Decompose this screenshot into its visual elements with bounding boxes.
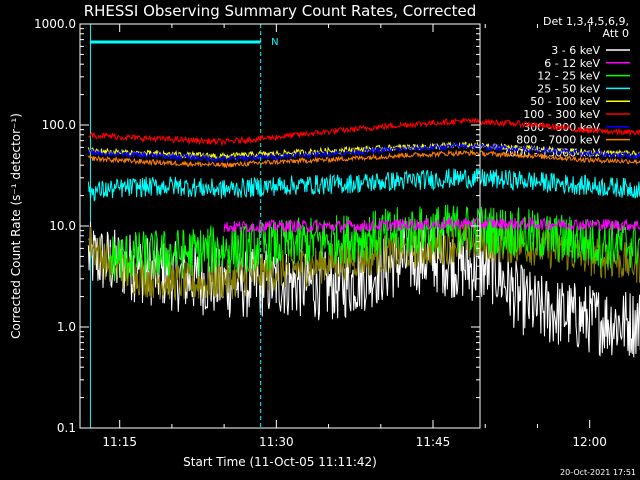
legend-label: 800 - 7000 keV (516, 134, 600, 147)
series-line-6to12keV (223, 216, 640, 234)
series-line-7000to15000keV (87, 222, 640, 301)
x-tick-label: 12:00 (572, 435, 607, 449)
legend-label: 12 - 25 keV (537, 70, 600, 83)
y-tick-label: 100.0 (42, 118, 76, 132)
legend-header-attenuator: Att 0 (603, 27, 629, 40)
x-tick-label: 11:45 (416, 435, 451, 449)
legend-label: 3 - 6 keV (551, 44, 600, 57)
legend-label: 50 - 100 keV (530, 95, 600, 108)
legend-label: 6 - 12 keV (544, 57, 600, 70)
series-line-800to7000keV (87, 149, 640, 169)
chart-title: RHESSI Observing Summary Count Rates, Co… (84, 2, 477, 20)
series-line-100to300keV (88, 117, 640, 147)
y-tick-label: 10.0 (49, 219, 76, 233)
y-axis-label: Corrected Count Rate (s⁻¹ detector⁻¹) (9, 113, 23, 339)
footer-timestamp: 20-Oct-2021 17:51 (560, 468, 636, 477)
night-marker: N (271, 37, 278, 48)
y-tick-label: 1000.0 (34, 17, 76, 31)
series-line-3to6keV (87, 221, 640, 358)
series-line-25to50keV (87, 168, 640, 202)
x-tick-label: 11:30 (259, 435, 294, 449)
x-axis-label: Start Time (11-Oct-05 11:11:42) (183, 455, 377, 469)
legend-header-detectors: Det 1,3,4,5,6,9, (543, 15, 629, 28)
series-line-300to800keV (87, 142, 640, 164)
x-tick-label: 11:15 (102, 435, 137, 449)
y-tick-label: 0.1 (57, 421, 76, 435)
legend-label: 100 - 300 keV (523, 108, 600, 121)
legend-label: 25 - 50 keV (537, 82, 600, 95)
y-tick-label: 1.0 (57, 320, 76, 334)
